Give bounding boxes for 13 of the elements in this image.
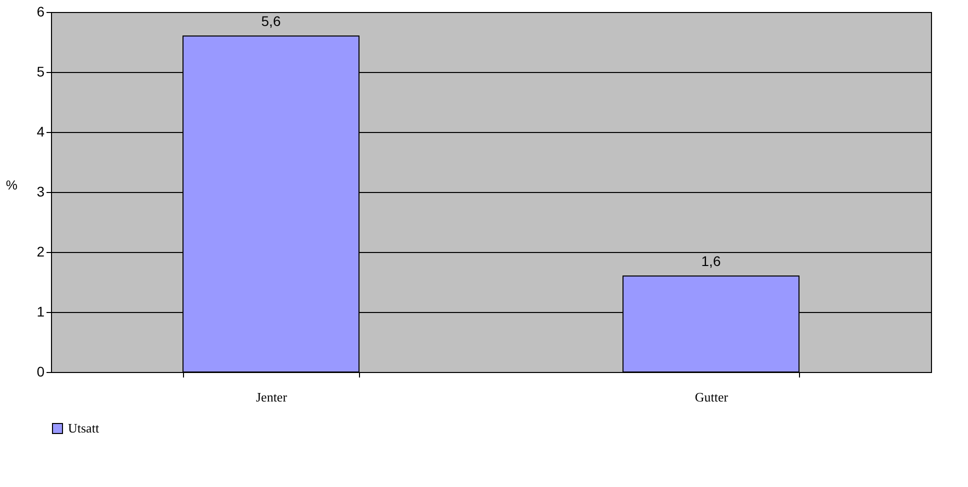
y-tick-label: 0 bbox=[36, 364, 45, 380]
y-tick-label: 4 bbox=[36, 124, 45, 140]
y-tick-label: 2 bbox=[36, 244, 45, 260]
y-axis-title: % bbox=[6, 178, 18, 192]
y-tick-label: 1 bbox=[36, 304, 45, 320]
data-label: 1,6 bbox=[701, 253, 721, 269]
y-tick-label: 6 bbox=[36, 4, 45, 20]
legend-label: Utsatt bbox=[68, 420, 100, 436]
x-tick-label: Jenter bbox=[256, 390, 288, 404]
data-label: 5,6 bbox=[261, 13, 281, 29]
x-tick-label: Gutter bbox=[694, 390, 729, 404]
y-tick-label: 3 bbox=[36, 184, 45, 200]
y-tick-label: 5 bbox=[36, 64, 45, 80]
